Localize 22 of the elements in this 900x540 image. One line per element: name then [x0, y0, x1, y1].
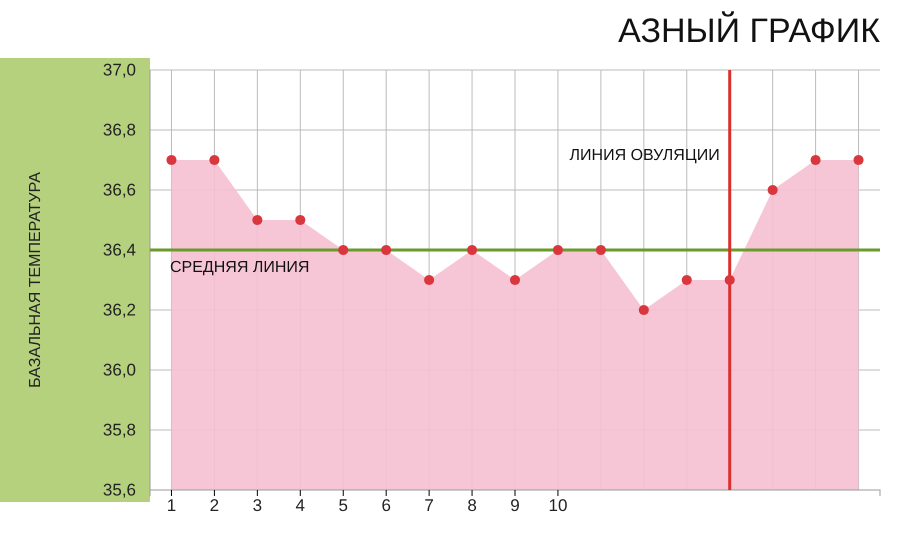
y-tick-label: 35,8 [102, 420, 136, 440]
x-tick-label: 10 [548, 496, 568, 516]
y-tick-label: 36,4 [102, 240, 136, 260]
ref-line-label: ЛИНИЯ ОВУЛЯЦИИ [570, 147, 720, 164]
x-tick-label: 4 [296, 496, 306, 516]
y-tick-label: 36,2 [102, 300, 136, 320]
y-tick-label: 36,0 [102, 360, 136, 380]
x-tick-label: 1 [166, 496, 176, 516]
x-tick-label: 3 [252, 496, 262, 516]
x-tick-label: 8 [467, 496, 477, 516]
x-tick-label: 9 [510, 496, 520, 516]
x-tick-label: 2 [210, 496, 220, 516]
x-tick-label: 5 [338, 496, 348, 516]
y-tick-label: 36,8 [102, 120, 136, 140]
y-tick-label: 36,6 [102, 180, 136, 200]
x-tick-label: 7 [424, 496, 434, 516]
y-tick-label: 37,0 [102, 60, 136, 80]
y-axis-title: БАЗАЛЬНАЯ ТЕМПЕРАТУРА [27, 172, 44, 388]
chart-title: АЗНЫЙ ГРАФИК [618, 11, 880, 50]
y-tick-label: 35,6 [102, 480, 136, 500]
x-tick-label: 6 [381, 496, 391, 516]
ref-line-label: СРЕДНЯЯ ЛИНИЯ [170, 259, 310, 276]
